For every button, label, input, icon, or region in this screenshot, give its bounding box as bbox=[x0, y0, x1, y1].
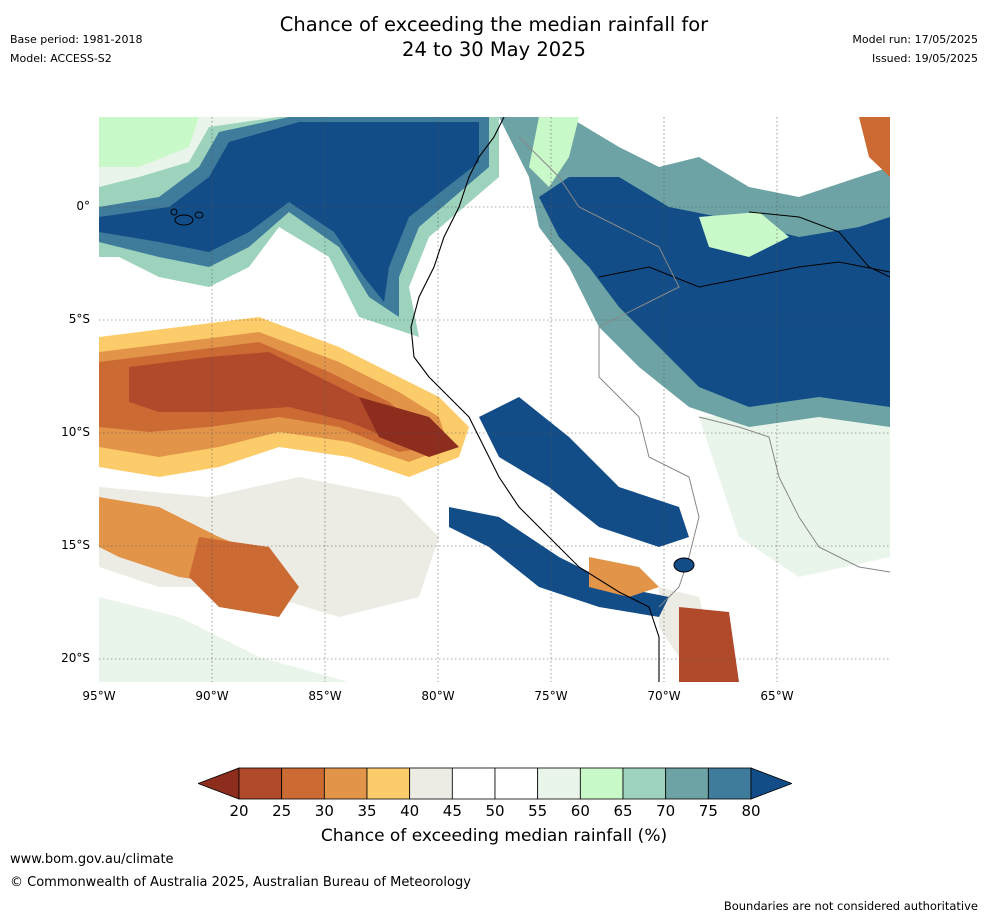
region-20-25-dry bbox=[129, 352, 409, 442]
colorbar-segment bbox=[707, 767, 752, 800]
y-tick-1: 5°S bbox=[68, 312, 90, 326]
colorbar-segment bbox=[537, 767, 581, 800]
colorbar-extend-high bbox=[750, 767, 792, 800]
colorbar bbox=[198, 767, 792, 800]
colorbar-label-80: 80 bbox=[741, 802, 761, 820]
model-text: Model: ACCESS-S2 bbox=[10, 52, 112, 65]
issued-text: Issued: 19/05/2025 bbox=[871, 52, 978, 65]
colorbar-segment bbox=[323, 767, 368, 800]
colorbar-segment bbox=[281, 767, 325, 800]
region-below-20-dry bbox=[359, 397, 459, 457]
colorbar-segment bbox=[366, 767, 411, 800]
colorbar-label-35: 35 bbox=[357, 802, 377, 820]
region-60-65-amazon-patch bbox=[699, 212, 789, 257]
colorbar-label-75: 75 bbox=[698, 802, 718, 820]
colorbar-label-50: 50 bbox=[485, 802, 505, 820]
colorbar-label-60: 60 bbox=[570, 802, 590, 820]
colorbar-segment bbox=[451, 767, 496, 800]
colorbar-label-65: 65 bbox=[613, 802, 633, 820]
colorbar-label-55: 55 bbox=[528, 802, 548, 820]
colorbar-label-20: 20 bbox=[229, 802, 249, 820]
colorbar-label-70: 70 bbox=[656, 802, 676, 820]
region-55-60-east bbox=[699, 407, 890, 577]
colorbar-segment bbox=[622, 767, 667, 800]
x-tick-4: 75°W bbox=[534, 689, 568, 703]
region-60-65-colombia bbox=[529, 117, 579, 187]
region-80-north-ocean bbox=[99, 122, 479, 302]
y-tick-2: 10°S bbox=[61, 425, 90, 439]
forecast-map-svg bbox=[99, 117, 890, 682]
lake-titicaca bbox=[673, 557, 695, 573]
colorbar-title: Chance of exceeding median rainfall (%) bbox=[320, 826, 668, 846]
footer-url[interactable]: www.bom.gov.au/climate bbox=[10, 852, 174, 867]
map-title-line1: Chance of exceeding the median rainfall … bbox=[279, 13, 709, 36]
colorbar-extend-low bbox=[198, 767, 240, 800]
y-tick-4: 20°S bbox=[61, 651, 90, 665]
coastline bbox=[410, 117, 660, 682]
x-tick-6: 65°W bbox=[760, 689, 794, 703]
colorbar-segment bbox=[579, 767, 624, 800]
map-title: Chance of exceeding the median rainfall … bbox=[0, 12, 988, 62]
x-tick-1: 90°W bbox=[195, 689, 229, 703]
map-title-line2: 24 to 30 May 2025 bbox=[402, 38, 586, 61]
base-period-text: Base period: 1981-2018 bbox=[10, 33, 143, 46]
x-tick-0: 95°W bbox=[82, 689, 116, 703]
region-55-60-sw bbox=[99, 597, 349, 682]
northeast-coastline bbox=[748, 211, 890, 278]
x-tick-3: 80°W bbox=[421, 689, 455, 703]
x-tick-2: 85°W bbox=[308, 689, 342, 703]
meta-left: Base period: 1981-2018 Model: ACCESS-S2 bbox=[10, 30, 142, 68]
forecast-map bbox=[99, 117, 890, 682]
region-25-30-southwest bbox=[189, 537, 299, 617]
region-60-65-nw bbox=[99, 117, 199, 167]
amazon-river bbox=[598, 261, 890, 288]
colorbar-label-30: 30 bbox=[314, 802, 334, 820]
x-tick-5: 70°W bbox=[647, 689, 681, 703]
meta-right: Model run: 17/05/2025 Issued: 19/05/2025 bbox=[852, 30, 978, 68]
country-borders bbox=[518, 136, 700, 608]
footer-copyright: © Commonwealth of Australia 2025, Austra… bbox=[10, 875, 471, 890]
colorbar-label-40: 40 bbox=[400, 802, 420, 820]
country-borders-east bbox=[698, 416, 890, 573]
colorbar-segment bbox=[238, 767, 283, 800]
y-tick-0: 0° bbox=[76, 199, 90, 213]
colorbar-label-25: 25 bbox=[272, 802, 292, 820]
colorbar-segment bbox=[409, 767, 453, 800]
galapagos-islands bbox=[170, 208, 204, 226]
region-20-25-south bbox=[679, 607, 739, 682]
region-80-amazon bbox=[539, 177, 890, 407]
colorbar-segment bbox=[494, 767, 539, 800]
region-80-peru-coast bbox=[479, 397, 689, 547]
colorbar-segment bbox=[665, 767, 709, 800]
region-30-35-coast-patch bbox=[589, 557, 659, 597]
model-run-text: Model run: 17/05/2025 bbox=[852, 33, 978, 46]
region-25-30-ne bbox=[859, 117, 890, 177]
footer-disclaimer: Boundaries are not considered authoritat… bbox=[723, 899, 978, 913]
colorbar-label-45: 45 bbox=[442, 802, 462, 820]
y-tick-3: 15°S bbox=[61, 538, 90, 552]
